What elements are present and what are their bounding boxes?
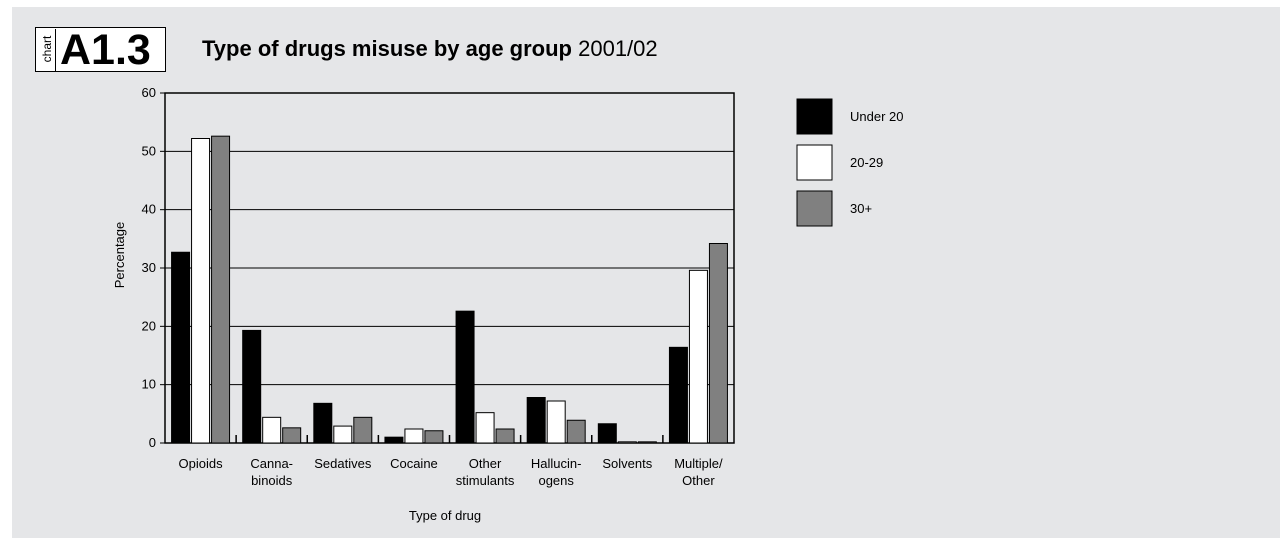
x-axis-title: Type of drug bbox=[409, 508, 481, 523]
chart-title-year: 2001/02 bbox=[578, 36, 658, 61]
chart-title-main: Type of drugs misuse by age group bbox=[202, 36, 572, 61]
bar bbox=[242, 329, 262, 444]
x-tick-label: Multiple/ bbox=[674, 456, 723, 471]
bar bbox=[526, 397, 546, 444]
bar bbox=[404, 428, 424, 444]
bar bbox=[597, 423, 617, 444]
y-tick-label: 40 bbox=[142, 202, 156, 217]
y-tick-label: 50 bbox=[142, 143, 156, 158]
x-tick-label: Other bbox=[682, 473, 715, 488]
bar bbox=[262, 416, 282, 444]
x-tick-label: stimulants bbox=[456, 473, 515, 488]
x-tick-label: Cocaine bbox=[390, 456, 438, 471]
bar bbox=[353, 416, 373, 444]
x-tick-label: Hallucin- bbox=[531, 456, 582, 471]
bar bbox=[455, 310, 475, 444]
x-tick-label: Canna- bbox=[250, 456, 293, 471]
y-tick-label: 0 bbox=[149, 435, 156, 450]
chart-title: Type of drugs misuse by age group 2001/0… bbox=[202, 36, 658, 62]
bar bbox=[708, 243, 728, 444]
legend-label: 30+ bbox=[850, 201, 872, 216]
bar bbox=[688, 269, 708, 444]
legend-label: Under 20 bbox=[850, 109, 903, 124]
y-tick-label: 10 bbox=[142, 377, 156, 392]
x-tick-label: Sedatives bbox=[314, 456, 372, 471]
bar bbox=[171, 251, 191, 444]
chart-badge: chart A1.3 bbox=[35, 26, 166, 74]
x-tick-label: ogens bbox=[538, 473, 574, 488]
badge-word-box: chart bbox=[39, 29, 56, 71]
legend-label: 20-29 bbox=[850, 155, 883, 170]
x-tick-label: Solvents bbox=[602, 456, 652, 471]
bar bbox=[191, 138, 211, 444]
bar bbox=[211, 135, 231, 444]
legend-swatch bbox=[796, 190, 833, 227]
bar bbox=[475, 412, 495, 444]
badge-number: A1.3 bbox=[60, 26, 151, 74]
bar bbox=[313, 402, 333, 444]
y-tick-label: 30 bbox=[142, 260, 156, 275]
bar bbox=[424, 430, 444, 444]
bar bbox=[495, 428, 515, 444]
bar bbox=[668, 346, 688, 444]
y-axis-title: Percentage bbox=[112, 222, 127, 289]
x-tick-label: Other bbox=[469, 456, 502, 471]
bar bbox=[637, 441, 657, 444]
bar bbox=[333, 425, 353, 444]
bar bbox=[282, 427, 302, 444]
x-tick-label: Opioids bbox=[179, 456, 224, 471]
legend-swatch bbox=[796, 98, 833, 135]
y-tick-label: 60 bbox=[142, 85, 156, 100]
bar bbox=[566, 419, 586, 444]
y-tick-label: 20 bbox=[142, 318, 156, 333]
bar bbox=[617, 441, 637, 444]
bar bbox=[384, 436, 404, 444]
bar bbox=[546, 400, 566, 444]
x-tick-label: binoids bbox=[251, 473, 293, 488]
legend-swatch bbox=[796, 144, 833, 181]
